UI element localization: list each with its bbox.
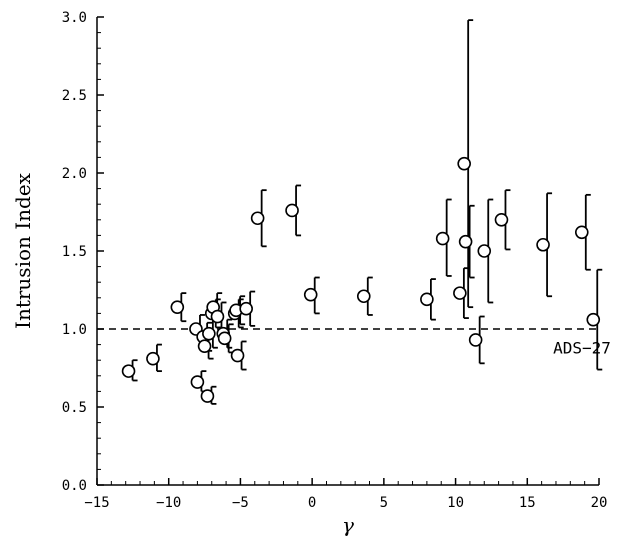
point-marker [239,301,253,316]
point-marker [457,156,471,171]
point-marker [210,309,225,324]
point-marker [477,244,492,258]
x-tick-label: −15 [84,495,109,511]
point-marker [303,287,318,302]
data-point [536,192,553,298]
point-marker [468,333,483,347]
y-tick-label: 2.0 [62,166,87,182]
point-marker [190,375,205,389]
data-point [121,359,138,382]
x-tick-label: 0 [308,495,316,511]
point-marker [420,292,434,307]
y-tick-label: 0.0 [62,478,87,494]
point-marker [285,203,299,218]
data-point [468,315,485,365]
point-marker [356,289,371,304]
data-point [457,19,474,309]
annotation-label: ADS−27 [553,339,611,358]
y-tick-label: 2.5 [62,88,87,104]
data-point [477,198,494,304]
data-point [200,385,217,405]
data-point [586,268,603,371]
data-point [229,295,246,326]
data-point [239,290,256,327]
point-marker [458,234,473,249]
point-marker [197,339,212,353]
point-marker [574,225,589,240]
data-point [356,276,373,316]
point-marker [453,286,467,300]
data-point [250,189,267,248]
point-marker [435,231,450,246]
data-point [458,204,475,279]
tick-group: 0.0 0.5 1.0 1.5 2.0 2.5 3.0 −15 −10 −5 0 5 10 15 20 [62,10,608,511]
data-point [453,267,469,319]
point-marker [494,213,509,227]
data-point [285,184,302,237]
data-point [146,343,162,373]
point-marker [121,364,136,378]
data-point [170,292,187,323]
point-marker [536,237,550,252]
x-tick-label: 15 [519,495,536,511]
axes [96,17,599,486]
point-marker [146,351,160,366]
data-point [435,198,452,277]
point-marker [202,326,216,341]
point-marker [230,348,245,363]
point-marker [200,389,215,403]
y-axis-title: Intrusion Index [11,172,35,329]
x-tick-label: 20 [591,495,608,511]
x-tick-label: 10 [447,495,464,511]
data-point [217,323,234,354]
data-point [303,276,320,315]
data-point [494,189,511,251]
y-tick-label: 1.5 [62,244,87,260]
y-tick-label: 0.5 [62,400,87,416]
data-point [574,193,591,271]
point-marker [170,300,185,314]
x-tick-label: −10 [156,495,181,511]
y-tick-label: 1.0 [62,322,87,338]
x-axis-title: γ [342,513,354,537]
data-points [121,19,603,405]
data-point [190,370,207,393]
y-tick-label: 3.0 [62,10,87,26]
point-marker [217,331,232,346]
x-tick-label: −5 [232,495,249,511]
data-point [420,278,436,321]
x-tick-label: 5 [380,495,388,511]
point-marker [250,211,265,226]
point-marker [586,312,601,327]
data-point [230,340,247,371]
